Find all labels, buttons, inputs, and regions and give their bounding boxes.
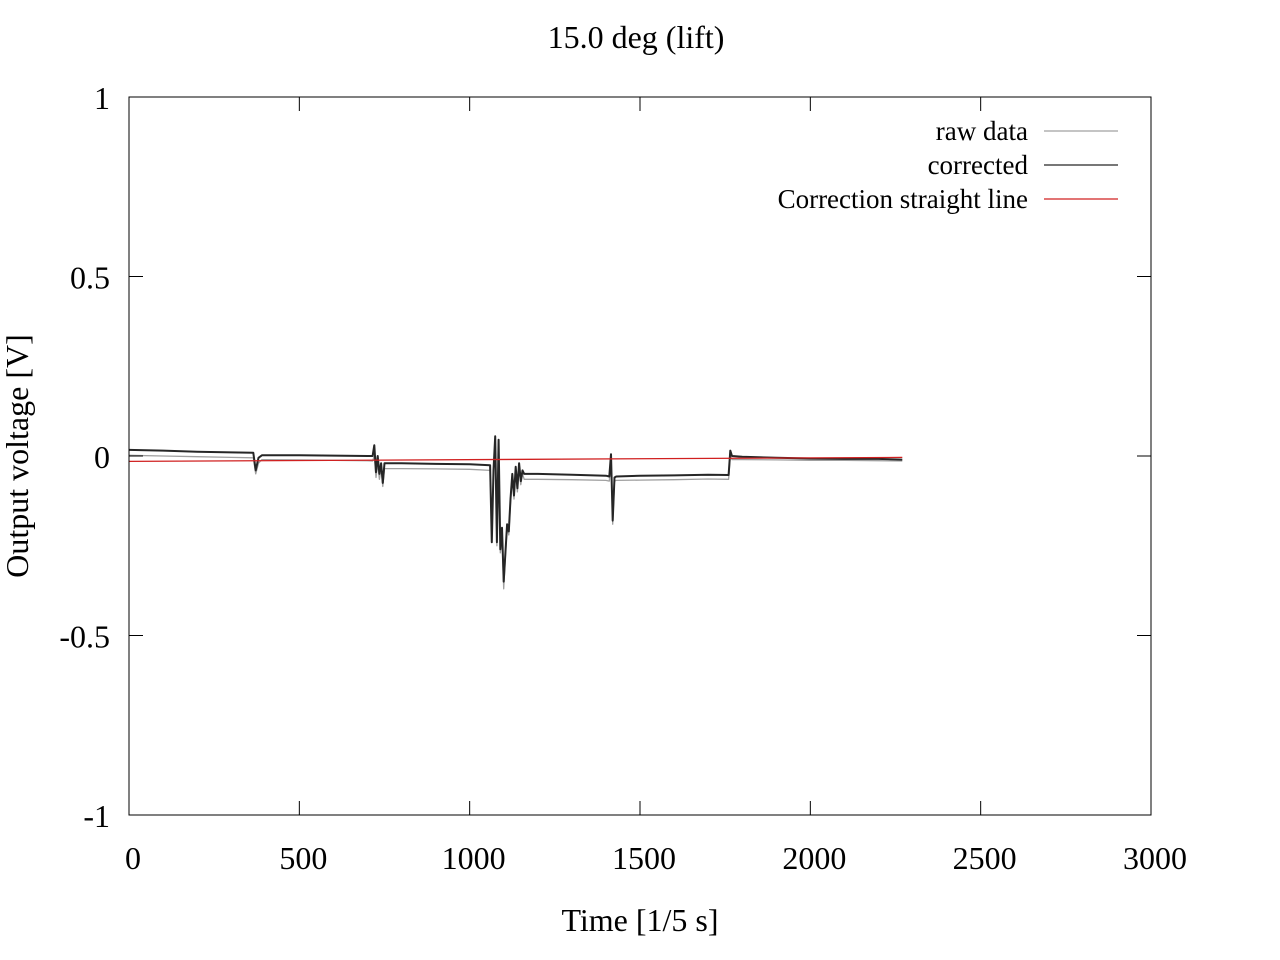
legend-label: corrected: [928, 150, 1029, 180]
x-tick-label: 0: [125, 840, 141, 876]
y-axis-title: Output voltage [V]: [0, 334, 35, 578]
x-axis-title: Time [1/5 s]: [561, 902, 718, 938]
series-line-corrected: [128, 435, 903, 583]
y-tick-label: 0: [94, 439, 110, 475]
series-layer: [128, 435, 903, 590]
y-tick-label: 0.5: [70, 260, 110, 296]
x-tick-label: 3000: [1123, 840, 1187, 876]
legend: raw data corrected Correction straight lin…: [778, 116, 1118, 214]
chart-title: 15.0 deg (lift): [548, 19, 725, 55]
series-line-correction-straight-line: [128, 456, 903, 463]
series-line-raw-data: [128, 440, 903, 590]
x-tick-label: 2000: [782, 840, 846, 876]
y-tick-label: 1: [94, 80, 110, 116]
x-tick-label: 1500: [612, 840, 676, 876]
x-tick-label: 500: [279, 840, 327, 876]
legend-label: Correction straight line: [778, 184, 1028, 214]
x-tick-label: 2500: [953, 840, 1017, 876]
x-tick-label: 1000: [442, 840, 506, 876]
y-tick-label: -1: [83, 798, 110, 834]
legend-label: raw data: [936, 116, 1028, 146]
x-axis: 0 500 1000 1500 2000 2500 3000: [125, 97, 1187, 876]
y-tick-label: -0.5: [59, 619, 110, 655]
y-axis: 1 0.5 0 -0.5 -1: [59, 80, 1151, 834]
